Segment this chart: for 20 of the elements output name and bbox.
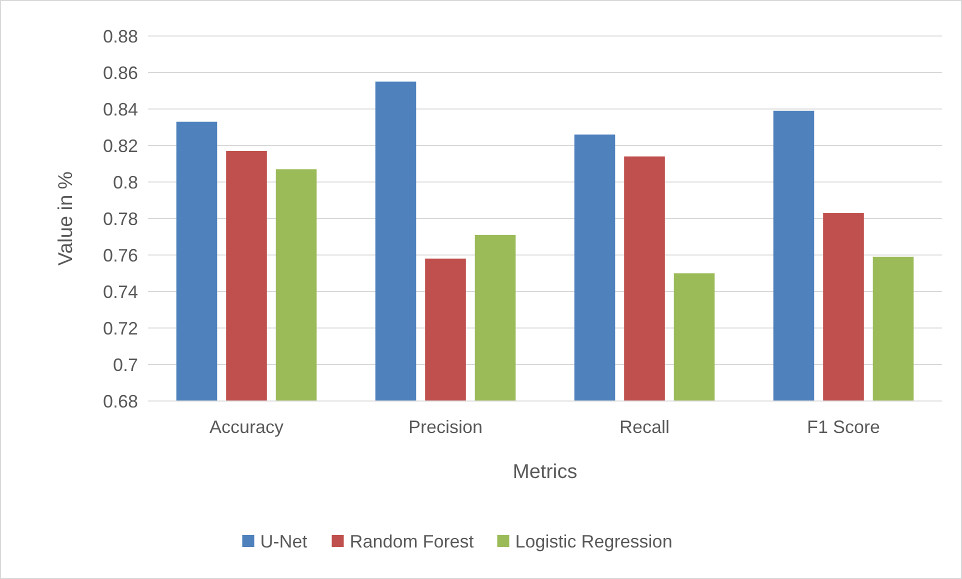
y-tick-label: 0.68	[102, 391, 138, 412]
legend-label: U-Net	[260, 531, 308, 552]
legend-label: Random Forest	[350, 531, 474, 552]
y-tick-label: 0.72	[102, 318, 138, 338]
y-tick-label: 0.88	[102, 26, 138, 46]
y-tick-label: 0.86	[102, 62, 138, 83]
x-tick-label: Precision	[408, 417, 483, 437]
x-axis-title: Metrics	[512, 461, 578, 483]
x-tick-label: F1 Score	[806, 417, 880, 437]
y-tick-label: 0.78	[102, 208, 138, 229]
y-tick-label: 0.82	[102, 136, 138, 156]
y-tick-label: 0.7	[112, 354, 138, 375]
x-tick-label: Recall	[619, 417, 670, 437]
x-tick-label: Accuracy	[209, 417, 284, 437]
legend-label: Logistic Regression	[515, 531, 672, 552]
y-tick-label: 0.8	[112, 172, 138, 192]
y-tick-label: 0.76	[102, 245, 138, 266]
y-tick-label: 0.74	[102, 282, 138, 302]
y-axis-title: Value in %	[55, 171, 77, 266]
y-tick-label: 0.84	[102, 99, 138, 120]
